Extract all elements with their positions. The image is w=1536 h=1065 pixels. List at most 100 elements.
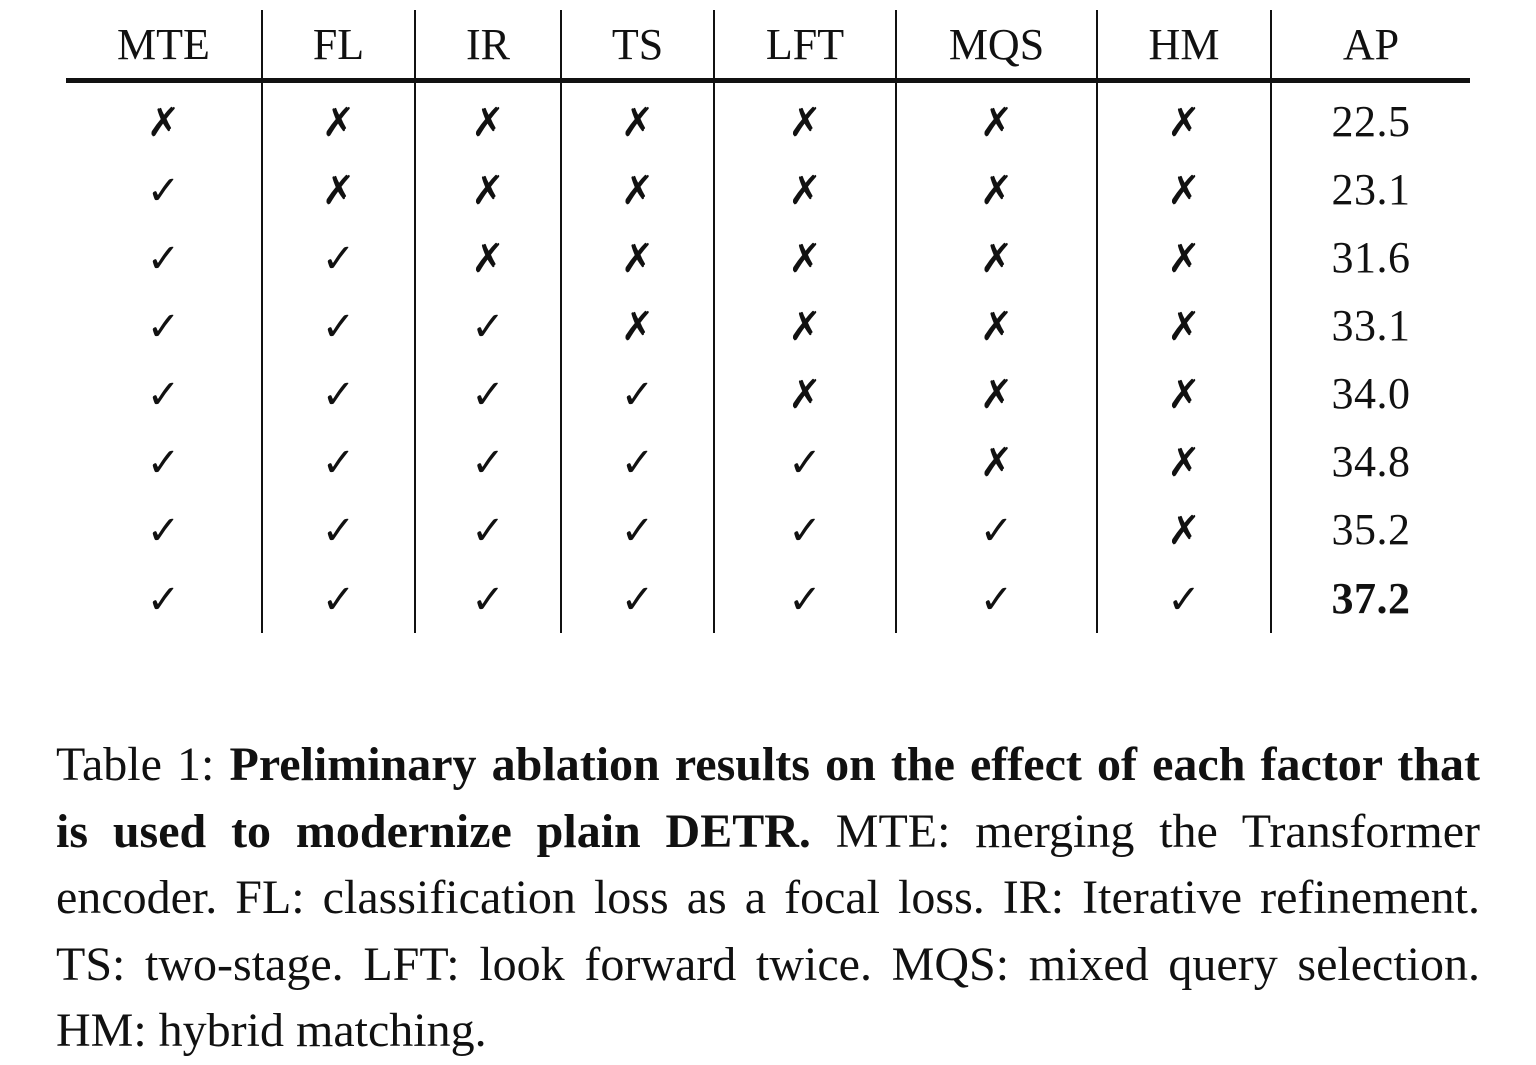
- cross-icon: ✗: [1167, 507, 1201, 554]
- flag-cell: ✗: [713, 359, 896, 427]
- cross-icon: ✗: [788, 167, 822, 214]
- cross-icon: ✗: [1167, 371, 1201, 418]
- flag-cell: ✓: [66, 223, 262, 291]
- caption-title: Preliminary ablation results on the effe…: [56, 738, 1481, 858]
- cross-icon: ✗: [979, 167, 1014, 214]
- check-icon: ✓: [321, 439, 356, 486]
- column-header-mte: MTE: [66, 10, 262, 83]
- cross-icon: ✗: [1167, 167, 1201, 214]
- check-icon: ✓: [620, 507, 655, 554]
- check-icon: ✓: [620, 371, 655, 418]
- flag-cell: ✓: [66, 359, 262, 427]
- flag-cell: ✓: [1096, 563, 1271, 633]
- ap-cell: 22.5: [1270, 80, 1470, 155]
- table-row: ✓ ✓ ✓ ✓ ✓ ✓ ✓ 37.2: [66, 563, 1470, 633]
- ap-value: 33.1: [1331, 300, 1411, 350]
- check-icon: ✓: [788, 507, 822, 554]
- flag-cell: ✗: [713, 80, 896, 155]
- flag-cell: ✓: [66, 291, 262, 359]
- flag-cell: ✗: [261, 80, 415, 155]
- cross-icon: ✗: [620, 235, 655, 282]
- ap-cell: 34.8: [1270, 427, 1470, 495]
- flag-cell: ✗: [261, 155, 415, 223]
- flag-cell: ✓: [66, 563, 262, 633]
- flag-cell: ✓: [560, 495, 714, 563]
- ap-value: 34.0: [1331, 368, 1411, 418]
- flag-cell: ✓: [895, 563, 1097, 633]
- check-icon: ✓: [471, 303, 505, 350]
- flag-cell: ✓: [261, 563, 415, 633]
- check-icon: ✓: [620, 576, 655, 623]
- ap-value: 35.2: [1331, 504, 1411, 554]
- column-header-fl: FL: [261, 10, 415, 83]
- check-icon: ✓: [321, 371, 356, 418]
- cross-icon: ✗: [788, 235, 822, 282]
- column-header-lft: LFT: [713, 10, 896, 83]
- flag-cell: ✗: [895, 427, 1097, 495]
- flag-cell: ✓: [261, 223, 415, 291]
- flag-cell: ✗: [895, 80, 1097, 155]
- flag-cell: ✓: [713, 427, 896, 495]
- flag-cell: ✗: [66, 81, 262, 156]
- flag-cell: ✗: [1096, 80, 1271, 155]
- flag-cell: ✓: [414, 291, 561, 359]
- flag-cell: ✓: [713, 495, 896, 563]
- check-icon: ✓: [620, 439, 655, 486]
- check-icon: ✓: [979, 576, 1014, 623]
- check-icon: ✓: [146, 576, 181, 623]
- cross-icon: ✗: [979, 99, 1014, 146]
- flag-cell: ✓: [414, 359, 561, 427]
- check-icon: ✓: [146, 303, 181, 350]
- table-row: ✗ ✗ ✗ ✗ ✗ ✗ ✗ 22.5: [66, 80, 1470, 156]
- flag-cell: ✗: [1096, 291, 1271, 359]
- ap-cell: 33.1: [1270, 291, 1470, 359]
- check-icon: ✓: [471, 439, 505, 486]
- flag-cell: ✓: [261, 359, 415, 427]
- check-icon: ✓: [146, 235, 181, 282]
- flag-cell: ✗: [414, 223, 561, 291]
- flag-cell: ✗: [1096, 427, 1271, 495]
- flag-cell: ✗: [414, 80, 561, 155]
- ap-value: 31.6: [1331, 232, 1411, 282]
- flag-cell: ✗: [1096, 223, 1271, 291]
- cross-icon: ✗: [788, 303, 822, 350]
- ap-value: 22.5: [1331, 96, 1411, 146]
- cross-icon: ✗: [620, 303, 655, 350]
- cross-icon: ✗: [1167, 235, 1201, 282]
- flag-cell: ✓: [261, 427, 415, 495]
- check-icon: ✓: [471, 371, 505, 418]
- table-caption: Table 1: Preliminary ablation results on…: [56, 732, 1480, 1065]
- flag-cell: ✓: [414, 563, 561, 633]
- flag-cell: ✓: [560, 427, 714, 495]
- table-row: ✓ ✗ ✗ ✗ ✗ ✗ ✗ 23.1: [66, 155, 1470, 223]
- check-icon: ✓: [788, 439, 822, 486]
- column-header-hm: HM: [1096, 10, 1271, 83]
- cross-icon: ✗: [321, 167, 356, 214]
- check-icon: ✓: [321, 235, 356, 282]
- column-header-ir: IR: [414, 10, 561, 83]
- check-icon: ✓: [146, 507, 181, 554]
- flag-cell: ✗: [895, 223, 1097, 291]
- flag-cell: ✗: [560, 80, 714, 155]
- cross-icon: ✗: [1167, 303, 1201, 350]
- flag-cell: ✓: [66, 427, 262, 495]
- flag-cell: ✗: [713, 155, 896, 223]
- ap-cell: 37.2: [1270, 563, 1470, 633]
- flag-cell: ✓: [713, 563, 896, 633]
- table-row: ✓ ✓ ✓ ✗ ✗ ✗ ✗ 33.1: [66, 291, 1470, 359]
- ap-cell: 23.1: [1270, 155, 1470, 223]
- cross-icon: ✗: [471, 235, 505, 282]
- check-icon: ✓: [321, 507, 356, 554]
- table-row: ✓ ✓ ✓ ✓ ✗ ✗ ✗ 34.0: [66, 359, 1470, 427]
- flag-cell: ✓: [560, 563, 714, 633]
- flag-cell: ✗: [1096, 155, 1271, 223]
- cross-icon: ✗: [471, 99, 505, 146]
- flag-cell: ✗: [560, 223, 714, 291]
- cross-icon: ✗: [620, 167, 655, 214]
- flag-cell: ✓: [414, 495, 561, 563]
- column-header-ts: TS: [560, 10, 714, 83]
- table-row: ✓ ✓ ✓ ✓ ✓ ✓ ✗ 35.2: [66, 495, 1470, 563]
- caption-label: Table 1:: [56, 738, 215, 791]
- cross-icon: ✗: [146, 99, 181, 146]
- ap-cell: 31.6: [1270, 223, 1470, 291]
